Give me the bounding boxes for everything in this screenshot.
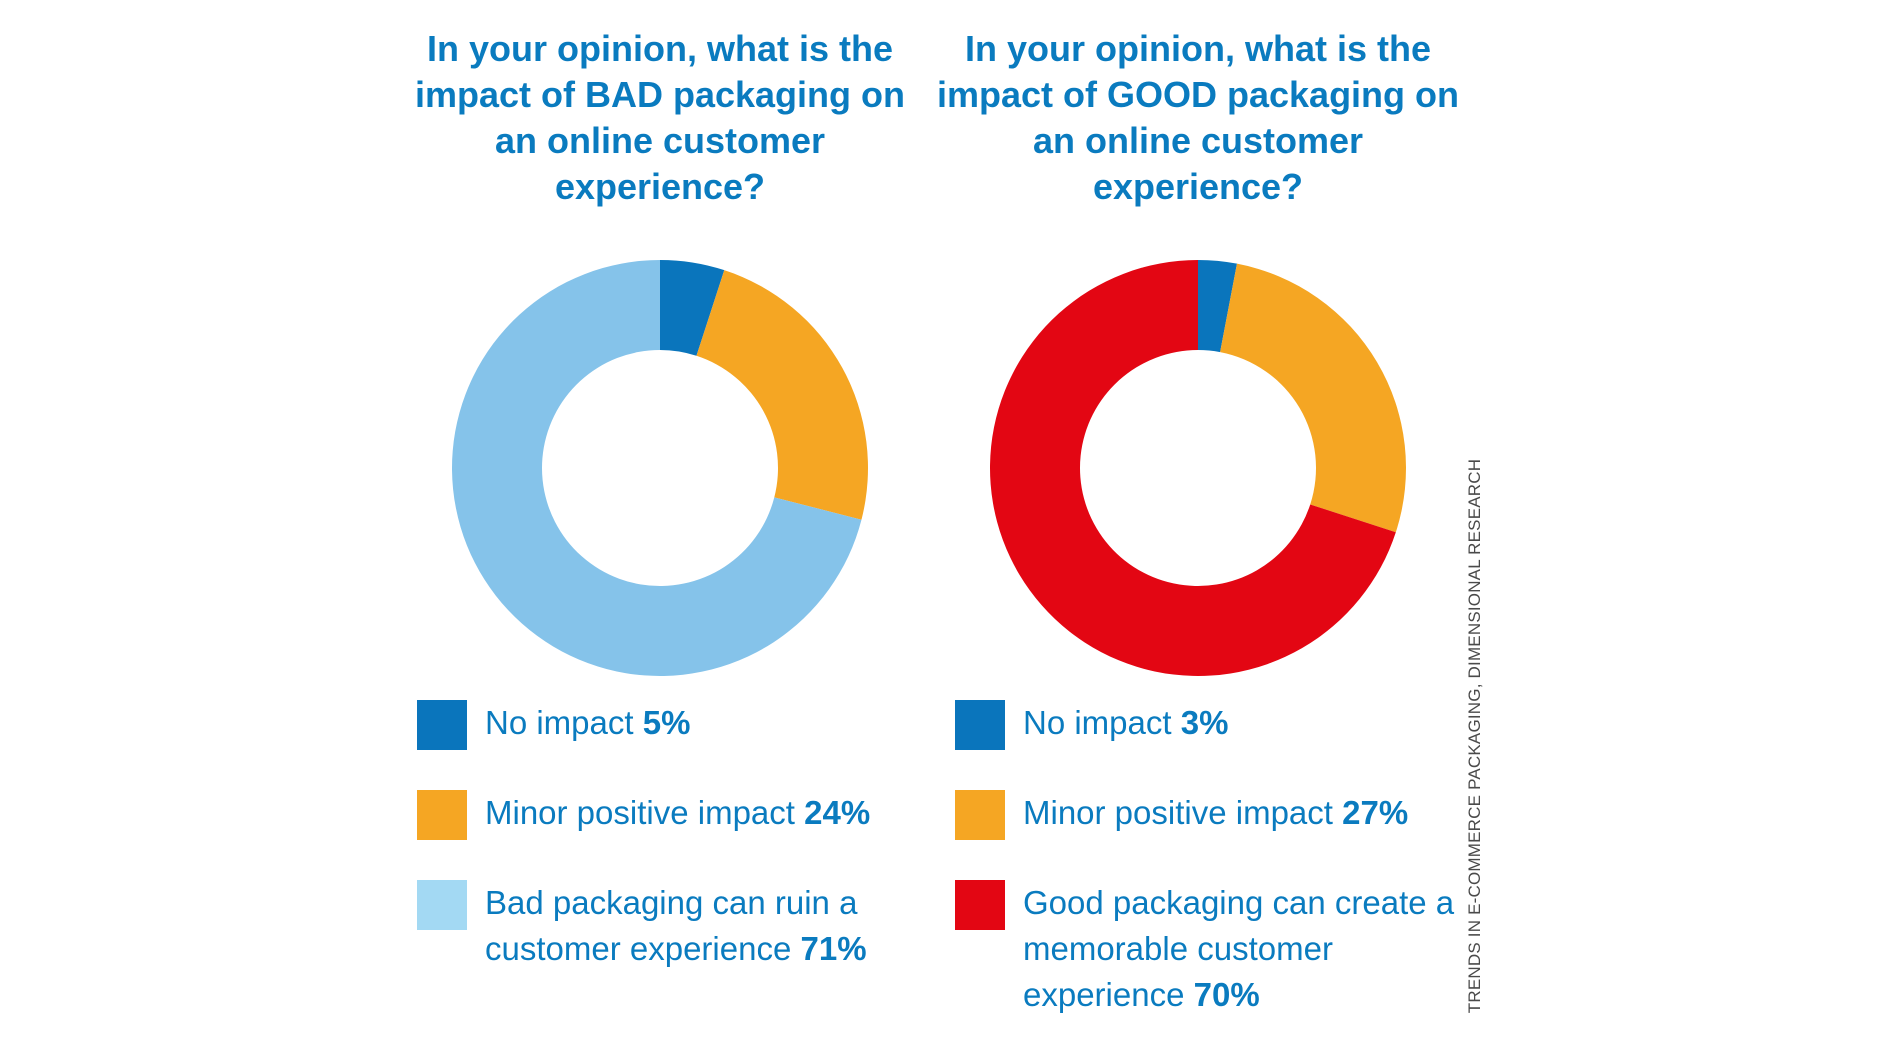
legend-item: Good packaging can create a memorable cu… (955, 880, 1475, 1018)
legend-swatch (417, 790, 467, 840)
donut-slice (1220, 263, 1406, 533)
legend-value: 70% (1193, 976, 1260, 1013)
legend-swatch (955, 880, 1005, 930)
legend-label: Minor positive impact (485, 794, 795, 831)
donut-slice (696, 270, 868, 520)
legend-item: No impact 3% (955, 700, 1475, 750)
legend-swatch (417, 700, 467, 750)
donut-slice (660, 260, 725, 356)
legend-label: No impact (485, 704, 634, 741)
legend-item: Minor positive impact 24% (417, 790, 937, 840)
chart-title: In your opinion, what is the impact of B… (414, 28, 906, 207)
donut-slice (1198, 260, 1237, 353)
source-credit: TRENDS IN E-COMMERCE PACKAGING, DIMENSIO… (1465, 458, 1484, 1014)
legend-value: 3% (1180, 704, 1229, 741)
legend-value: 24% (804, 794, 871, 831)
donut-chart (452, 260, 868, 676)
donut-slice (452, 260, 862, 676)
legend-label: No impact (1023, 704, 1172, 741)
donut-chart (990, 260, 1406, 676)
legend-item: Bad packaging can ruin a customer experi… (417, 880, 937, 972)
legend-label: Minor positive impact (1023, 794, 1333, 831)
legend-value: 71% (800, 930, 867, 967)
legend-value: 5% (642, 704, 691, 741)
legend: No impact 3% Minor positive impact 27% G… (955, 700, 1475, 1058)
chart-title: In your opinion, what is the impact of G… (936, 28, 1460, 207)
legend-swatch (417, 880, 467, 930)
good-packaging-panel: In your opinion, what is the impact of G… (928, 0, 1468, 1059)
legend-item: No impact 5% (417, 700, 937, 750)
donut-slice (990, 260, 1396, 676)
bad-packaging-panel: In your opinion, what is the impact of B… (390, 0, 930, 1059)
legend-label: Good packaging can create a memorable cu… (1023, 884, 1455, 1013)
legend: No impact 5% Minor positive impact 24% B… (417, 700, 937, 1012)
legend-item: Minor positive impact 27% (955, 790, 1475, 840)
legend-label: Bad packaging can ruin a customer experi… (485, 884, 858, 967)
legend-swatch (955, 700, 1005, 750)
legend-value: 27% (1342, 794, 1409, 831)
legend-swatch (955, 790, 1005, 840)
